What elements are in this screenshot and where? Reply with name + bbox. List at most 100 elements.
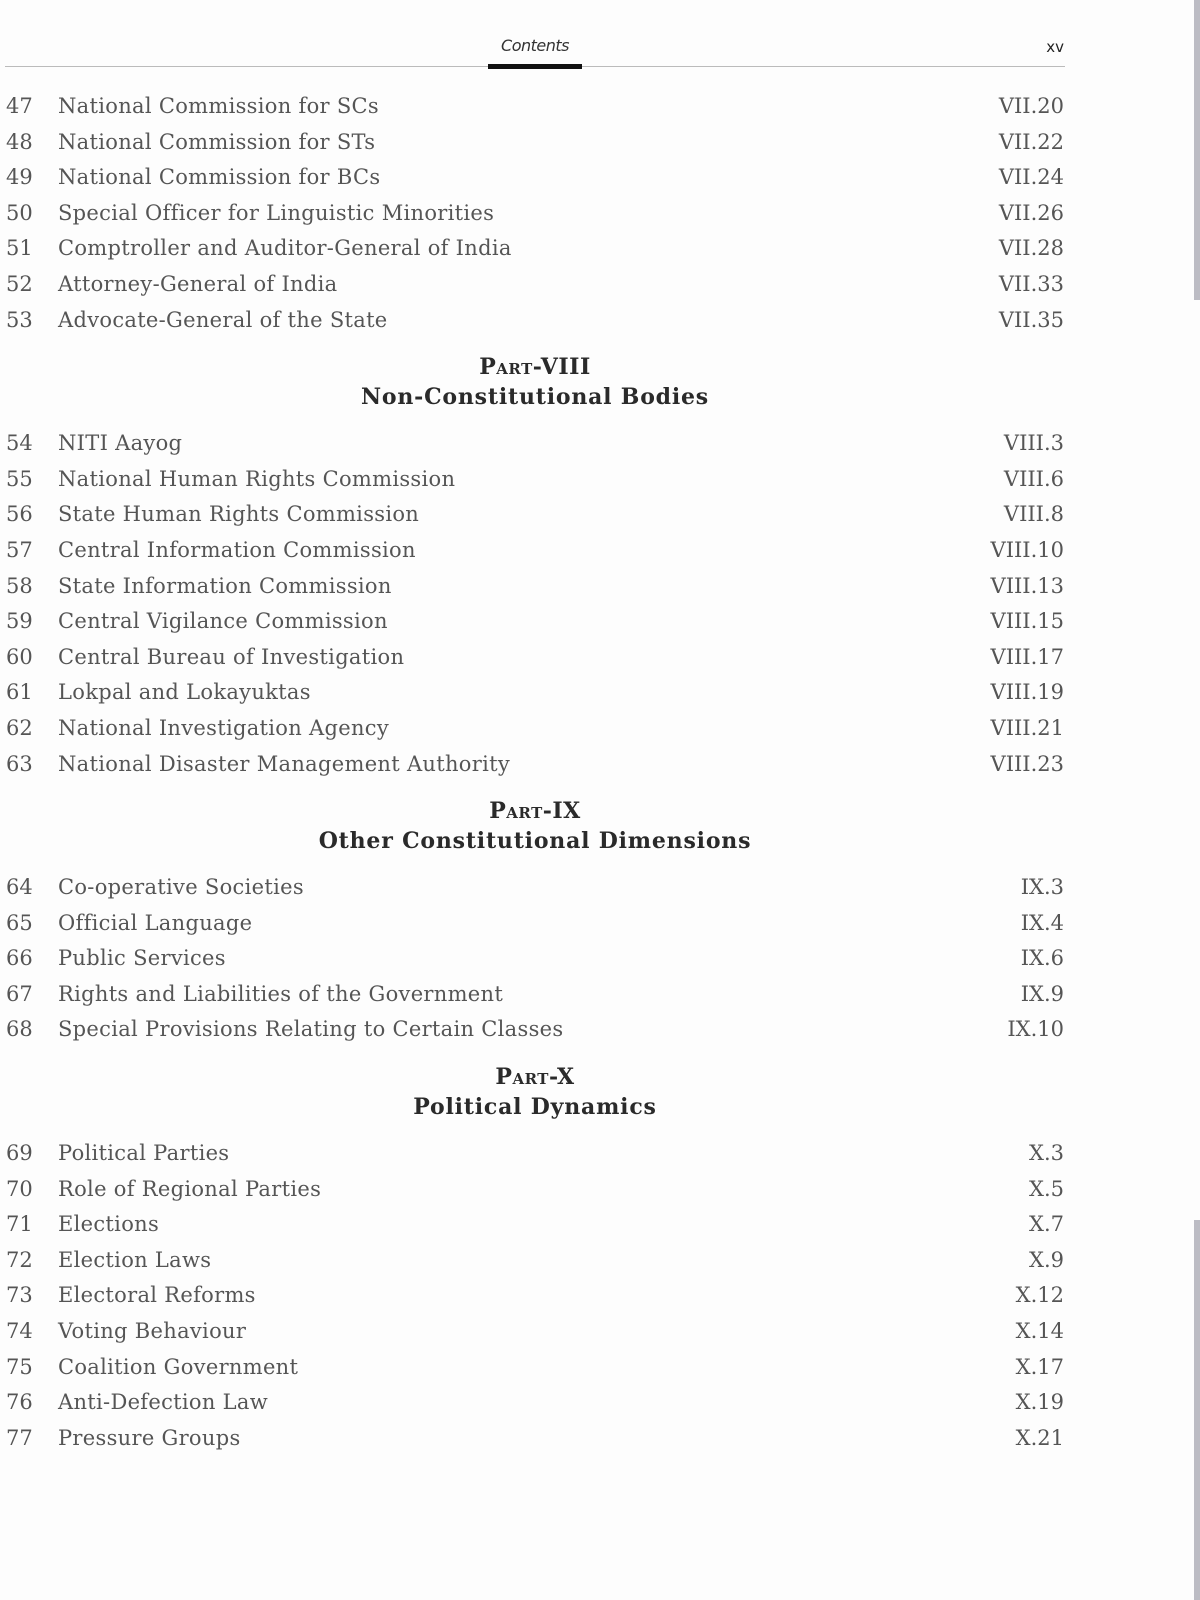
toc-entry[interactable]: 51 Comptroller and Auditor-General of Ind… bbox=[0, 231, 1070, 267]
contents-list: 47 National Commission for SCs VII.20 48 Nat… bbox=[0, 89, 1070, 1456]
chapter-title[interactable]: Comptroller and Auditor-General of India bbox=[58, 236, 512, 261]
chapter-title[interactable]: State Information Commission bbox=[58, 573, 392, 598]
toc-entry[interactable]: 60 Central Bureau of Investigation VIII.17 bbox=[0, 640, 1070, 676]
scrollbar-thumb-bottom[interactable] bbox=[1194, 1220, 1200, 1600]
chapter-title[interactable]: NITI Aayog bbox=[58, 431, 183, 456]
toc-entry[interactable]: 75 Coalition Government X.17 bbox=[0, 1350, 1070, 1386]
toc-entry[interactable]: 74 Voting Behaviour X.14 bbox=[0, 1314, 1070, 1350]
toc-entry[interactable]: 59 Central Vigilance Commission VIII.15 bbox=[0, 604, 1070, 640]
toc-entry[interactable]: 66 Public Services IX.6 bbox=[0, 941, 1070, 977]
chapter-page: VII.24 bbox=[998, 165, 1064, 190]
toc-entry[interactable]: 62 National Investigation Agency VIII.21 bbox=[0, 711, 1070, 747]
chapter-title[interactable]: Lokpal and Lokayuktas bbox=[58, 680, 311, 705]
chapter-title[interactable]: Rights and Liabilities of the Government bbox=[58, 981, 504, 1006]
chapter-page: X.5 bbox=[1029, 1176, 1064, 1201]
chapter-number: 65 bbox=[6, 910, 33, 935]
chapter-title[interactable]: National Investigation Agency bbox=[58, 715, 390, 740]
chapter-title[interactable]: Public Services bbox=[58, 946, 226, 971]
toc-entry[interactable]: 72 Election Laws X.9 bbox=[0, 1243, 1070, 1279]
toc-entry[interactable]: 50 Special Officer for Linguistic Minorit… bbox=[0, 196, 1070, 232]
chapter-title[interactable]: Central Information Commission bbox=[58, 537, 416, 562]
chapter-title[interactable]: Special Officer for Linguistic Minoritie… bbox=[58, 200, 495, 225]
toc-entry[interactable]: 67 Rights and Liabilities of the Governme… bbox=[0, 977, 1070, 1013]
toc-entry[interactable]: 48 National Commission for STs VII.22 bbox=[0, 125, 1070, 161]
chapter-page: X.12 bbox=[1015, 1283, 1064, 1308]
chapter-page: VIII.17 bbox=[990, 644, 1064, 669]
chapter-title[interactable]: Official Language bbox=[58, 910, 253, 935]
chapter-title[interactable]: Advocate-General of the State bbox=[58, 307, 388, 332]
chapter-number: 73 bbox=[6, 1283, 33, 1308]
toc-entry[interactable]: 52 Attorney-General of India VII.33 bbox=[0, 267, 1070, 303]
chapter-number: 51 bbox=[6, 236, 33, 261]
chapter-page: IX.3 bbox=[1020, 875, 1064, 900]
chapter-title[interactable]: Elections bbox=[58, 1212, 160, 1237]
chapter-title[interactable]: National Human Rights Commission bbox=[58, 466, 456, 491]
chapter-page: IX.10 bbox=[1007, 1017, 1064, 1042]
toc-entry[interactable]: 57 Central Information Commission VIII.10 bbox=[0, 533, 1070, 569]
part-heading: Part-X Political Dynamics bbox=[0, 1048, 1070, 1136]
chapter-number: 72 bbox=[6, 1247, 33, 1272]
toc-entry[interactable]: 65 Official Language IX.4 bbox=[0, 906, 1070, 942]
toc-entry[interactable]: 55 National Human Rights Commission VIII.6 bbox=[0, 462, 1070, 498]
chapter-number: 66 bbox=[6, 946, 33, 971]
toc-entry[interactable]: 76 Anti-Defection Law X.19 bbox=[0, 1385, 1070, 1421]
chapter-title[interactable]: Special Provisions Relating to Certain C… bbox=[58, 1017, 564, 1042]
chapter-number: 76 bbox=[6, 1390, 33, 1415]
chapter-number: 70 bbox=[6, 1176, 33, 1201]
part-heading: Part-VIII Non-Constitutional Bodies bbox=[0, 338, 1070, 426]
toc-entry[interactable]: 58 State Information Commission VIII.13 bbox=[0, 569, 1070, 605]
chapter-number: 54 bbox=[6, 431, 33, 456]
chapter-title[interactable]: State Human Rights Commission bbox=[58, 502, 420, 527]
chapter-number: 75 bbox=[6, 1354, 33, 1379]
chapter-title[interactable]: Election Laws bbox=[58, 1247, 212, 1272]
chapter-number: 77 bbox=[6, 1425, 33, 1450]
toc-entry[interactable]: 53 Advocate-General of the State VII.35 bbox=[0, 303, 1070, 339]
toc-entry[interactable]: 63 National Disaster Management Authority… bbox=[0, 747, 1070, 783]
chapter-title[interactable]: Political Parties bbox=[58, 1141, 230, 1166]
chapter-title[interactable]: Pressure Groups bbox=[58, 1425, 241, 1450]
chapter-title[interactable]: National Commission for STs bbox=[58, 129, 376, 154]
chapter-number: 74 bbox=[6, 1319, 33, 1344]
chapter-page: X.9 bbox=[1029, 1247, 1064, 1272]
toc-entry[interactable]: 77 Pressure Groups X.21 bbox=[0, 1421, 1070, 1457]
header-rule-accent bbox=[488, 64, 582, 69]
toc-entry[interactable]: 64 Co-operative Societies IX.3 bbox=[0, 870, 1070, 906]
chapter-number: 62 bbox=[6, 715, 33, 740]
chapter-title[interactable]: National Commission for SCs bbox=[58, 94, 379, 118]
chapter-number: 49 bbox=[6, 165, 33, 190]
toc-entry[interactable]: 54 NITI Aayog VIII.3 bbox=[0, 426, 1070, 462]
chapter-title[interactable]: Attorney-General of India bbox=[58, 271, 338, 296]
chapter-title[interactable]: Central Bureau of Investigation bbox=[58, 644, 405, 669]
part-title: Part-IX bbox=[489, 798, 581, 825]
chapter-number: 59 bbox=[6, 609, 33, 634]
chapter-title[interactable]: Central Vigilance Commission bbox=[58, 609, 388, 634]
chapter-title[interactable]: National Disaster Management Authority bbox=[58, 751, 511, 776]
toc-entry[interactable]: 68 Special Provisions Relating to Certain… bbox=[0, 1012, 1070, 1048]
toc-entry[interactable]: 47 National Commission for SCs VII.20 bbox=[0, 89, 1070, 125]
chapter-title[interactable]: Co-operative Societies bbox=[58, 875, 304, 900]
chapter-page: VIII.3 bbox=[1003, 431, 1064, 456]
scrollbar-thumb-top[interactable] bbox=[1194, 0, 1200, 300]
chapter-title[interactable]: Voting Behaviour bbox=[58, 1319, 247, 1344]
chapter-title[interactable]: Anti-Defection Law bbox=[58, 1390, 269, 1415]
toc-entry[interactable]: 73 Electoral Reforms X.12 bbox=[0, 1278, 1070, 1314]
chapter-page: IX.6 bbox=[1020, 946, 1064, 971]
chapter-page: IX.4 bbox=[1020, 910, 1064, 935]
chapter-title[interactable]: Coalition Government bbox=[58, 1354, 299, 1379]
toc-entry[interactable]: 49 National Commission for BCs VII.24 bbox=[0, 160, 1070, 196]
toc-entry[interactable]: 61 Lokpal and Lokayuktas VIII.19 bbox=[0, 675, 1070, 711]
toc-entry[interactable]: 71 Elections X.7 bbox=[0, 1207, 1070, 1243]
toc-entry[interactable]: 56 State Human Rights Commission VIII.8 bbox=[0, 497, 1070, 533]
chapter-page: VIII.23 bbox=[990, 751, 1064, 776]
chapter-page: VIII.8 bbox=[1003, 502, 1064, 527]
chapter-title[interactable]: National Commission for BCs bbox=[58, 165, 381, 190]
chapter-page: VIII.19 bbox=[990, 680, 1064, 705]
chapter-title[interactable]: Electoral Reforms bbox=[58, 1283, 256, 1308]
toc-entry[interactable]: 70 Role of Regional Parties X.5 bbox=[0, 1172, 1070, 1208]
toc-entry[interactable]: 69 Political Parties X.3 bbox=[0, 1136, 1070, 1172]
chapter-page: VII.33 bbox=[998, 271, 1064, 296]
chapter-page: VII.26 bbox=[998, 200, 1064, 225]
page-number: xv bbox=[1046, 38, 1064, 56]
chapter-title[interactable]: Role of Regional Parties bbox=[58, 1176, 322, 1201]
part-subtitle: Other Constitutional Dimensions bbox=[318, 828, 752, 855]
